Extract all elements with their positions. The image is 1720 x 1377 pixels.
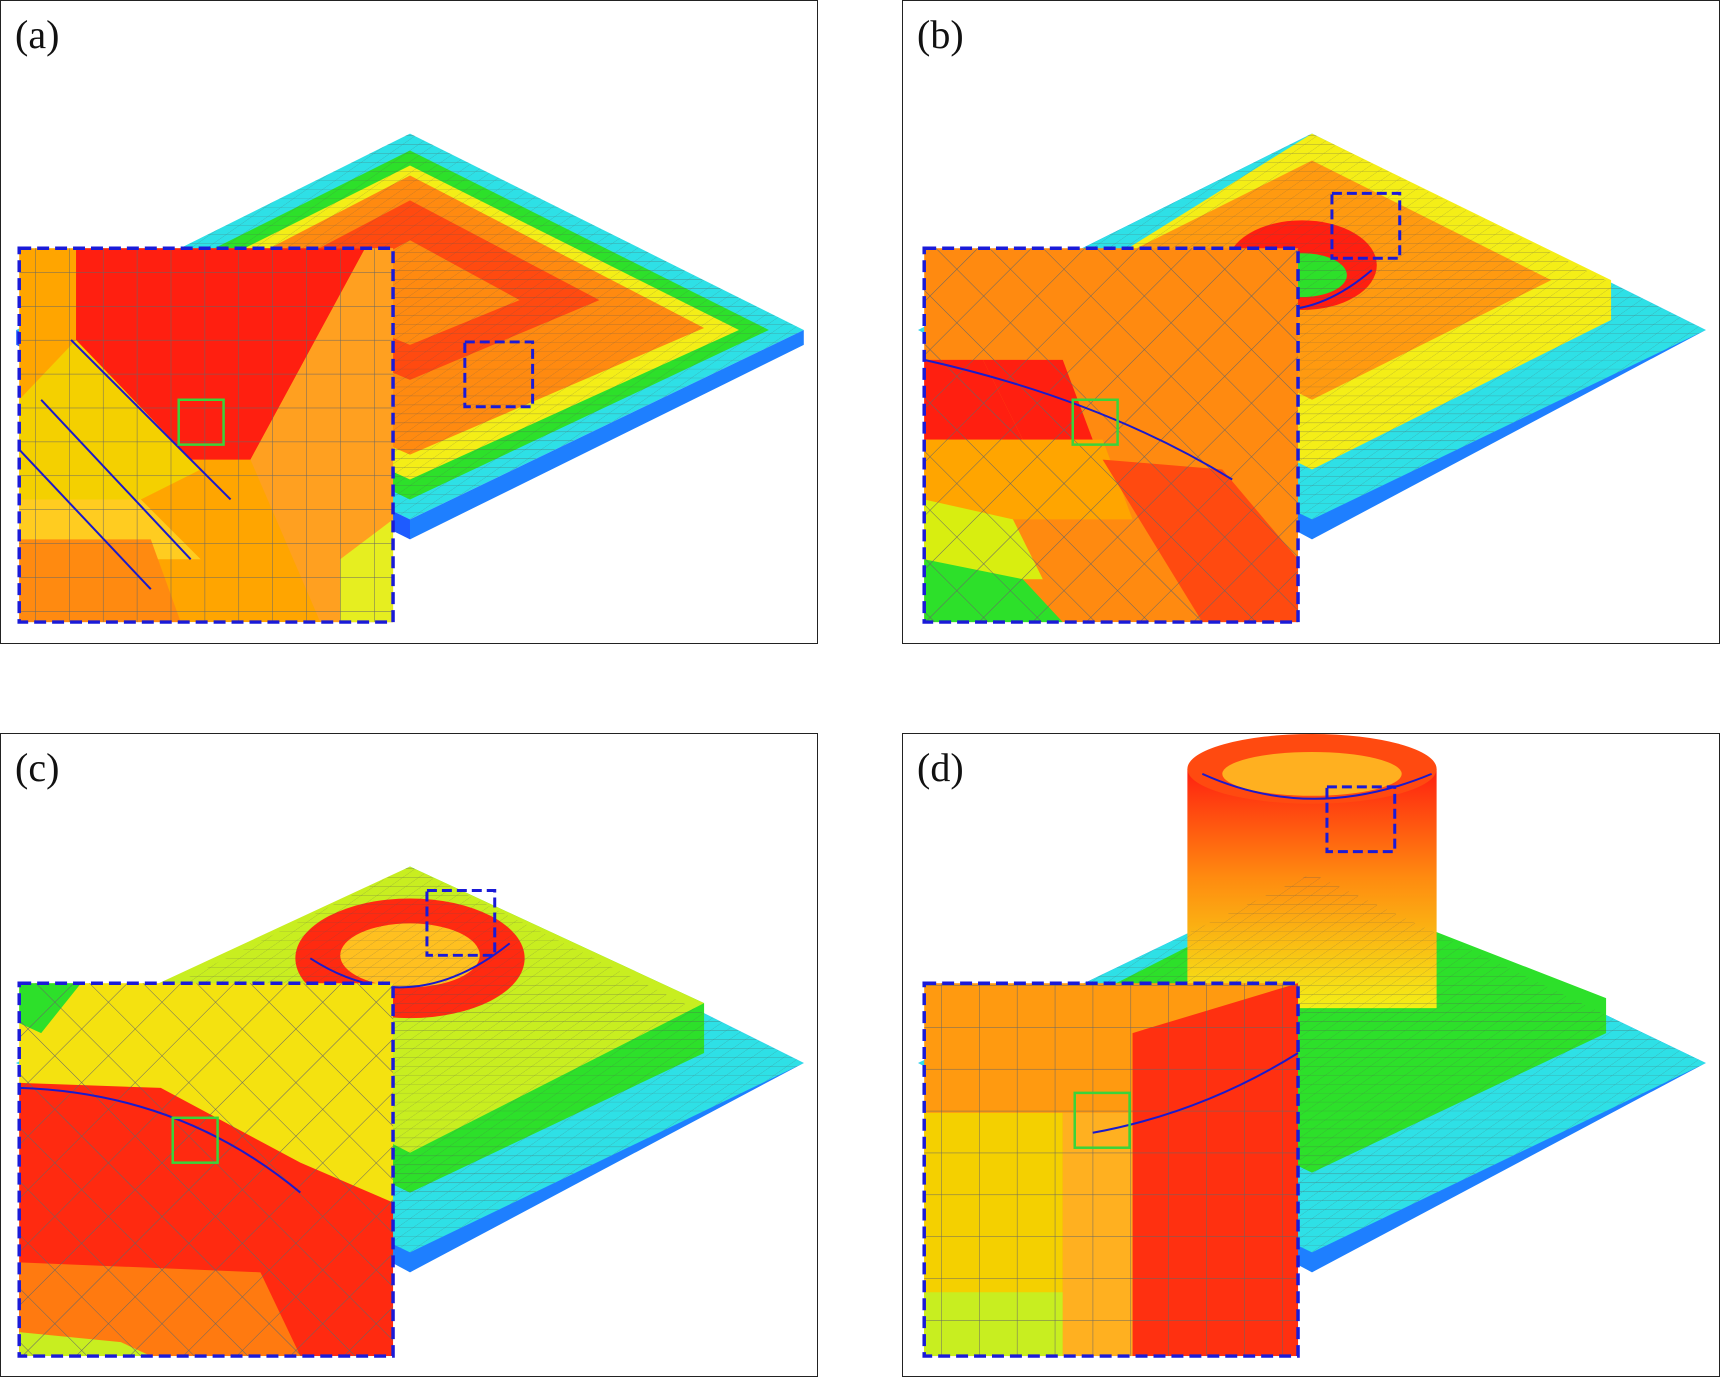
simulation-view-d [918, 734, 1706, 1358]
simulation-view-c [16, 866, 804, 1358]
zoom-inset [17, 246, 395, 624]
panel-a: (a) [0, 0, 818, 644]
zoom-inset [922, 246, 1300, 624]
highlight-box [425, 889, 497, 957]
panel-b: (b) [902, 0, 1720, 644]
panel-label: (a) [15, 12, 60, 57]
highlight-box [1325, 785, 1397, 854]
element-marker [171, 1116, 219, 1164]
panel-label: (b) [917, 12, 964, 57]
zoom-inset [17, 981, 395, 1358]
panel-label: (d) [917, 745, 964, 790]
highlight-box [1330, 191, 1402, 260]
element-marker [1071, 398, 1119, 446]
panel-label: (c) [15, 745, 60, 790]
simulation-view-a [16, 133, 804, 624]
element-marker [1073, 1091, 1131, 1149]
element-marker [177, 398, 225, 446]
panel-d: (d) [902, 733, 1720, 1377]
panel-c: (c) [0, 733, 818, 1377]
highlight-box [463, 340, 535, 409]
zoom-inset [922, 981, 1300, 1358]
simulation-view-b [918, 133, 1706, 624]
